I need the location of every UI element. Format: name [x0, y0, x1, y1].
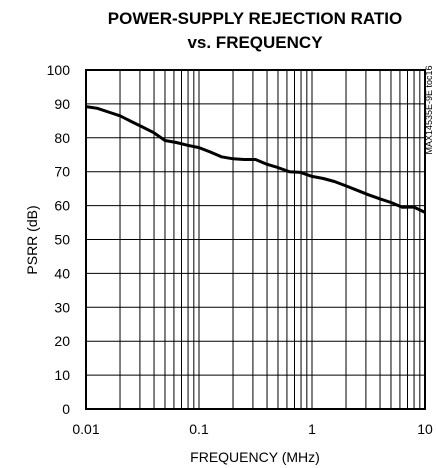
- x-tick-label-2: 1: [308, 421, 316, 437]
- y-tick-label-10: 100: [47, 62, 71, 78]
- x-tick-label-0: 0.01: [72, 421, 99, 437]
- y-tick-label-6: 60: [54, 198, 70, 214]
- y-tick-label-9: 90: [54, 96, 70, 112]
- figure-id-label: MAX14535E-9E toc16: [424, 65, 434, 154]
- chart-title-line1: POWER-SUPPLY REJECTION RATIO: [108, 9, 402, 28]
- psrr-series-line: [85, 105, 426, 214]
- x-tick-label-3: 10: [417, 421, 433, 437]
- x-tick-label-1: 0.1: [189, 421, 209, 437]
- y-tick-label-4: 40: [54, 265, 70, 281]
- y-axis-label: PSRR (dB): [24, 205, 40, 274]
- x-axis-label: FREQUENCY (MHz): [190, 449, 320, 465]
- chart-title-line2: vs. FREQUENCY: [187, 33, 323, 52]
- x-tick-labels: 0.01 0.1 1 10: [72, 421, 433, 437]
- y-tick-label-5: 50: [54, 232, 70, 248]
- plot-frame: [85, 69, 426, 410]
- y-tick-label-3: 30: [54, 299, 70, 315]
- y-tick-label-2: 20: [54, 333, 70, 349]
- y-tick-label-1: 10: [54, 367, 70, 383]
- y-grid: [86, 103, 425, 376]
- y-tick-labels: 0 10 20 30 40 50 60 70 80 90 100: [47, 62, 71, 417]
- y-tick-label-8: 80: [54, 130, 70, 146]
- y-tick-label-0: 0: [62, 401, 70, 417]
- y-tick-label-7: 70: [54, 164, 70, 180]
